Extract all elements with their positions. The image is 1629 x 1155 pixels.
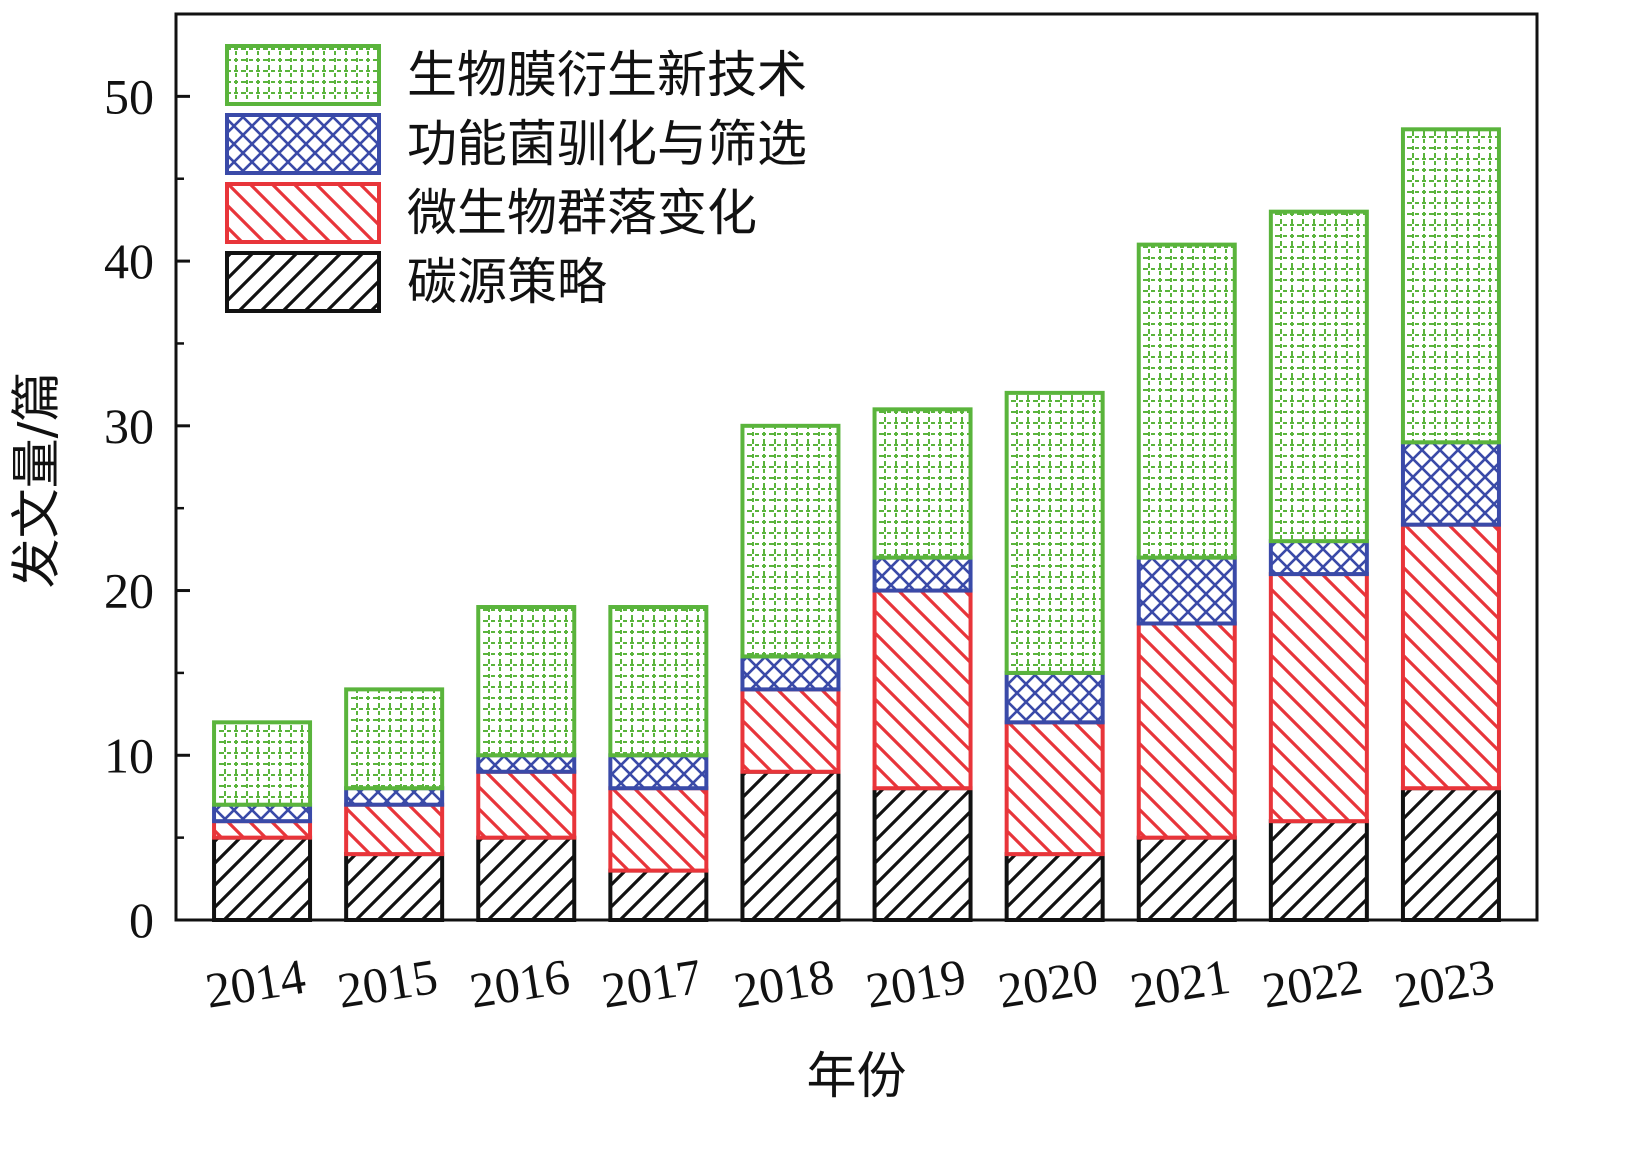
bar-segment-2018-s1 [740,687,841,774]
bar-segment-2017-s3 [608,605,709,758]
bar-segment-2017-s2 [608,753,709,791]
bar-segment-2020-s3 [1004,390,1105,675]
legend-swatch-0 [225,251,381,313]
x-axis-title: 年份 [807,1047,907,1105]
x-tick-label-2016: 2016 [466,948,574,1019]
bar-segment-2023-s0 [1400,786,1501,923]
y-tick-label: 30 [104,398,154,454]
y-axis-title: 发文量/篇 [8,372,66,589]
bar-segment-2021-s0 [1136,835,1237,922]
legend-swatch-3 [225,44,381,106]
y-tick-label: 10 [104,727,154,783]
y-tick-label: 50 [104,68,154,124]
bar-segment-2015-s0 [344,852,445,922]
plot-frame [174,12,1539,922]
bar-segment-2017-s1 [608,786,709,873]
x-tick-label-2023: 2023 [1391,948,1499,1019]
bar-segment-2014-s2 [212,802,313,824]
bar-segment-2015-s3 [344,687,445,791]
bar-segment-2021-s2 [1136,555,1237,626]
bar-segment-2022-s2 [1268,539,1369,577]
x-tick-label-2014: 2014 [202,948,310,1019]
legend-label-3: 生物膜衍生新技术 [407,46,807,104]
legend-label-0: 碳源策略 [407,253,607,311]
bar-segment-2019-s2 [872,555,973,593]
bar-segment-2014-s0 [212,835,313,922]
bar-segment-2018-s2 [740,654,841,692]
bar-segment-2020-s0 [1004,852,1105,922]
bar-segment-2020-s2 [1004,670,1105,725]
x-tick-label-2022: 2022 [1258,948,1366,1019]
bars [212,127,1501,923]
bar-segment-2016-s0 [476,835,577,922]
bar-segment-2021-s1 [1136,621,1237,840]
x-tick-label-2019: 2019 [862,948,970,1019]
y-tick-label: 20 [104,563,154,619]
bar-segment-2017-s0 [608,868,709,923]
x-tick-label-2018: 2018 [730,948,838,1019]
legend-swatch-1 [225,182,381,244]
legend-swatch-2 [225,113,381,175]
legend-label-2: 功能菌驯化与筛选 [407,115,807,173]
bar-segment-2015-s1 [344,802,445,857]
bar-segment-2018-s3 [740,423,841,659]
bar-segment-2019-s3 [872,407,973,560]
x-tick-label-2015: 2015 [334,948,442,1019]
bar-segment-2022-s1 [1268,572,1369,824]
x-axis: 2014 2015 2016 2017 2018 2019 2020 2021 2022 2023 [202,948,1498,1019]
x-tick-label-2020: 2020 [994,948,1102,1019]
bar-segment-2016-s1 [476,769,577,840]
bar-segment-2014-s3 [212,720,313,807]
x-tick-label-2017: 2017 [598,948,706,1019]
bar-segment-2019-s0 [872,786,973,923]
y-axis: 0 10 20 30 40 50 [104,68,190,948]
bar-segment-2016-s2 [476,753,577,774]
bar-segment-2021-s3 [1136,242,1237,560]
bar-segment-2018-s0 [740,769,841,923]
bar-segment-2022-s0 [1268,819,1369,922]
legend-label-1: 微生物群落变化 [407,184,757,242]
bar-segment-2016-s3 [476,605,577,758]
bar-segment-2023-s2 [1400,440,1501,527]
bar-segment-2022-s3 [1268,209,1369,544]
bar-segment-2019-s1 [872,588,973,791]
y-tick-label: 0 [129,892,154,948]
bar-segment-2023-s1 [1400,522,1501,791]
bar-segment-2023-s3 [1400,127,1501,445]
bar-segment-2020-s1 [1004,720,1105,857]
bar-segment-2015-s2 [344,786,445,807]
x-tick-label-2021: 2021 [1126,948,1234,1019]
bar-segment-2014-s1 [212,819,313,840]
y-tick-label: 40 [104,233,154,289]
